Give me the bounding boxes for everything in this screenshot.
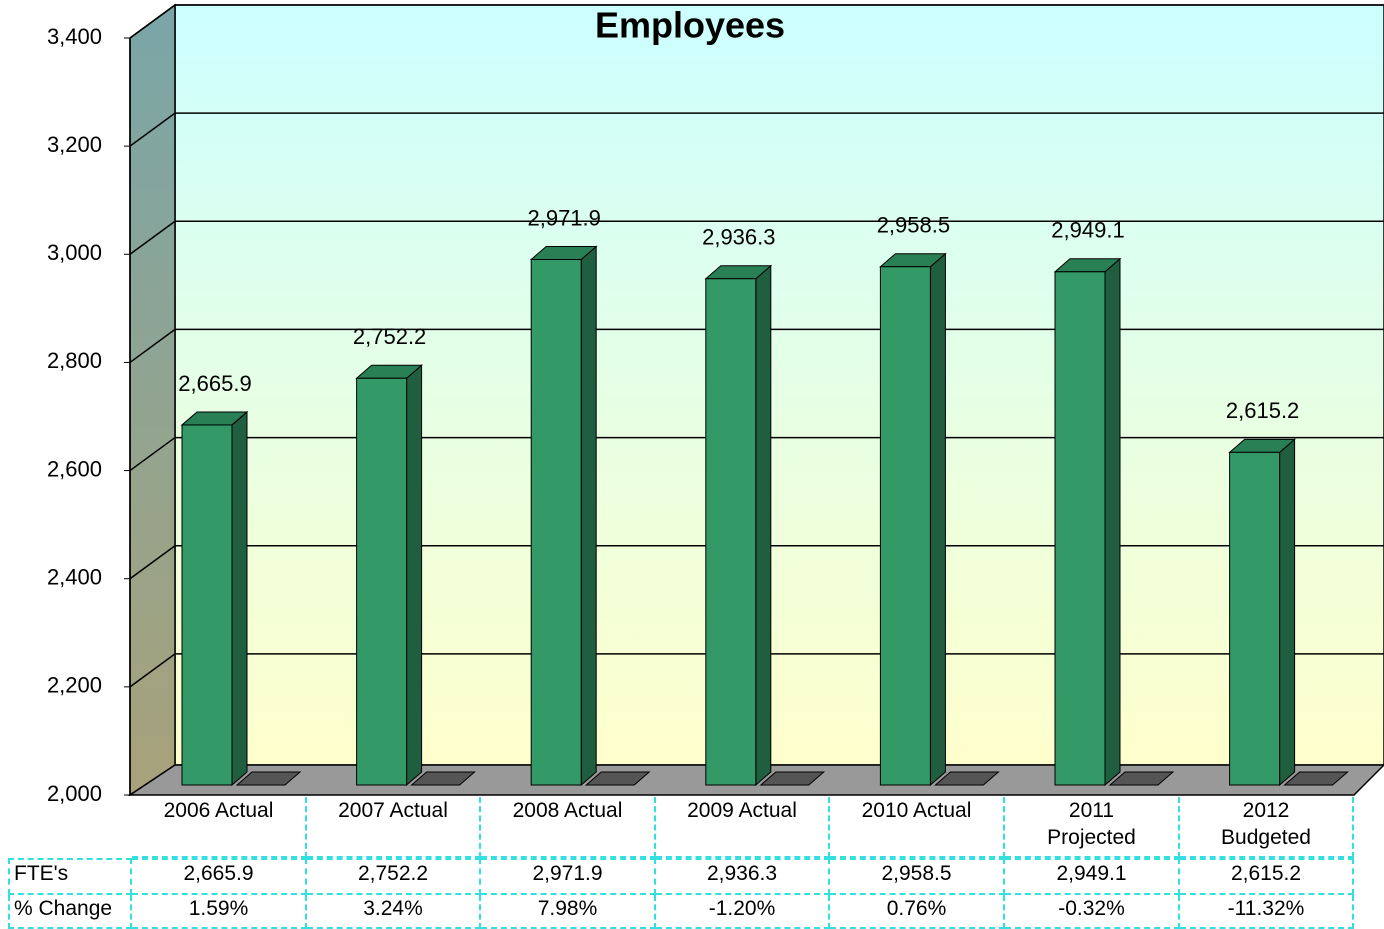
table-cell-text: 2,615.2 <box>1230 862 1302 885</box>
x-tick-label-text: 2008 Actual <box>512 799 623 822</box>
row-label-text: FTE's <box>14 862 69 885</box>
table-cell-text: 0.76% <box>886 897 947 920</box>
y-tick-label: 3,400 <box>47 24 102 49</box>
bar <box>1229 451 1281 786</box>
table-cell: 2,936.3 <box>656 858 830 895</box>
table-cell: -0.32% <box>1005 895 1180 929</box>
bar <box>1054 271 1106 786</box>
y-tick-label: 2,200 <box>47 673 102 698</box>
x-tick-label-text: 2007 Actual <box>338 799 448 822</box>
data-label: 2,958.5 <box>877 213 950 238</box>
x-tick-label: 2011 Projected <box>1005 797 1180 858</box>
chart-title: Employees <box>595 5 785 46</box>
grid-line <box>129 653 1384 688</box>
grid-line <box>129 544 1384 580</box>
table-cell-text: 3.24% <box>363 897 423 920</box>
grid-line <box>129 112 1384 147</box>
table-cell-text: 2,752.2 <box>357 862 429 885</box>
bar-side <box>231 410 248 787</box>
bar-shadow <box>410 771 476 786</box>
table-cell: 2,752.2 <box>307 858 481 895</box>
x-tick-label-text: 2011 Projected <box>1047 799 1136 849</box>
bar-side <box>929 252 946 787</box>
bar-side <box>1279 438 1296 787</box>
x-tick-label-text: 2012 Budgeted <box>1221 799 1311 849</box>
x-tick-label: 2007 Actual <box>307 797 481 858</box>
table-cell-text: -0.32% <box>1058 897 1125 920</box>
x-tick-label: 2010 Actual <box>830 797 1005 858</box>
bar <box>181 424 233 786</box>
table-cell-text: 2,936.3 <box>706 862 778 885</box>
grid-line <box>129 4 1384 39</box>
table-cell: 2,971.9 <box>481 858 656 895</box>
y-tick-label: 2,600 <box>47 456 102 481</box>
table-cell: 2,615.2 <box>1180 858 1354 895</box>
data-label: 2,936.3 <box>702 225 775 250</box>
table-cell: -11.32% <box>1180 895 1354 929</box>
bar <box>530 258 582 786</box>
table-cell: 2,958.5 <box>830 858 1005 895</box>
y-tick-label: 2,800 <box>47 348 102 373</box>
y-tick-label: 2,400 <box>47 565 102 590</box>
bar <box>705 278 757 786</box>
bar <box>879 266 931 786</box>
bar-side <box>580 245 597 787</box>
x-tick-label: 2009 Actual <box>656 797 830 858</box>
grid-line <box>129 436 1384 472</box>
row-label: FTE's <box>8 858 132 895</box>
data-label: 2,615.2 <box>1226 398 1299 423</box>
table-cell: 2,665.9 <box>132 858 307 895</box>
table-cell-text: 1.59% <box>188 897 249 920</box>
bar-shadow <box>1108 771 1175 786</box>
table-cell-text: 2,971.9 <box>532 862 603 885</box>
bar-side <box>406 364 423 787</box>
bar-shadow <box>1283 771 1349 786</box>
x-tick-label: 2008 Actual <box>481 797 656 858</box>
x-tick-label: 2012 Budgeted <box>1180 797 1354 858</box>
bar-shadow <box>759 771 826 786</box>
y-tick-label: 3,000 <box>47 240 102 265</box>
table-cell-text: -1.20% <box>708 897 776 920</box>
data-label: 2,665.9 <box>178 371 251 396</box>
table-cell: 0.76% <box>830 895 1005 929</box>
grid-line <box>129 328 1384 364</box>
table-cell-text: -11.32% <box>1227 897 1305 920</box>
row-label: % Change <box>8 895 132 929</box>
y-tick-label: 3,200 <box>47 132 102 157</box>
y-tick-label: 2,000 <box>47 781 102 806</box>
table-cell: 1.59% <box>132 895 307 929</box>
x-tick-label-text: 2009 Actual <box>687 799 797 822</box>
bar-shadow <box>934 771 1000 786</box>
row-label-text: % Change <box>14 897 113 920</box>
table-cell-text: 2,949.1 <box>1056 862 1127 885</box>
grid-line <box>129 220 1384 255</box>
table-cell: 2,949.1 <box>1005 858 1180 895</box>
x-tick-label: 2006 Actual <box>132 797 307 858</box>
x-tick-label-text: 2006 Actual <box>163 799 274 822</box>
bar-shadow <box>584 771 651 786</box>
bar-side <box>755 264 772 787</box>
bar <box>356 377 408 786</box>
bar-side <box>1104 257 1121 787</box>
table-cell-text: 2,665.9 <box>183 862 254 885</box>
table-cell: -1.20% <box>656 895 830 929</box>
x-tick-label-text: 2010 Actual <box>861 799 972 822</box>
data-label: 2,949.1 <box>1051 218 1124 243</box>
data-label: 2,971.9 <box>527 205 600 230</box>
side-wall <box>129 3 176 797</box>
data-label: 2,752.2 <box>353 324 426 349</box>
table-cell-text: 2,958.5 <box>881 862 952 885</box>
bar-shadow <box>235 771 302 786</box>
table-cell-text: 7.98% <box>537 897 598 920</box>
table-cell: 3.24% <box>307 895 481 929</box>
table-cell: 7.98% <box>481 895 656 929</box>
